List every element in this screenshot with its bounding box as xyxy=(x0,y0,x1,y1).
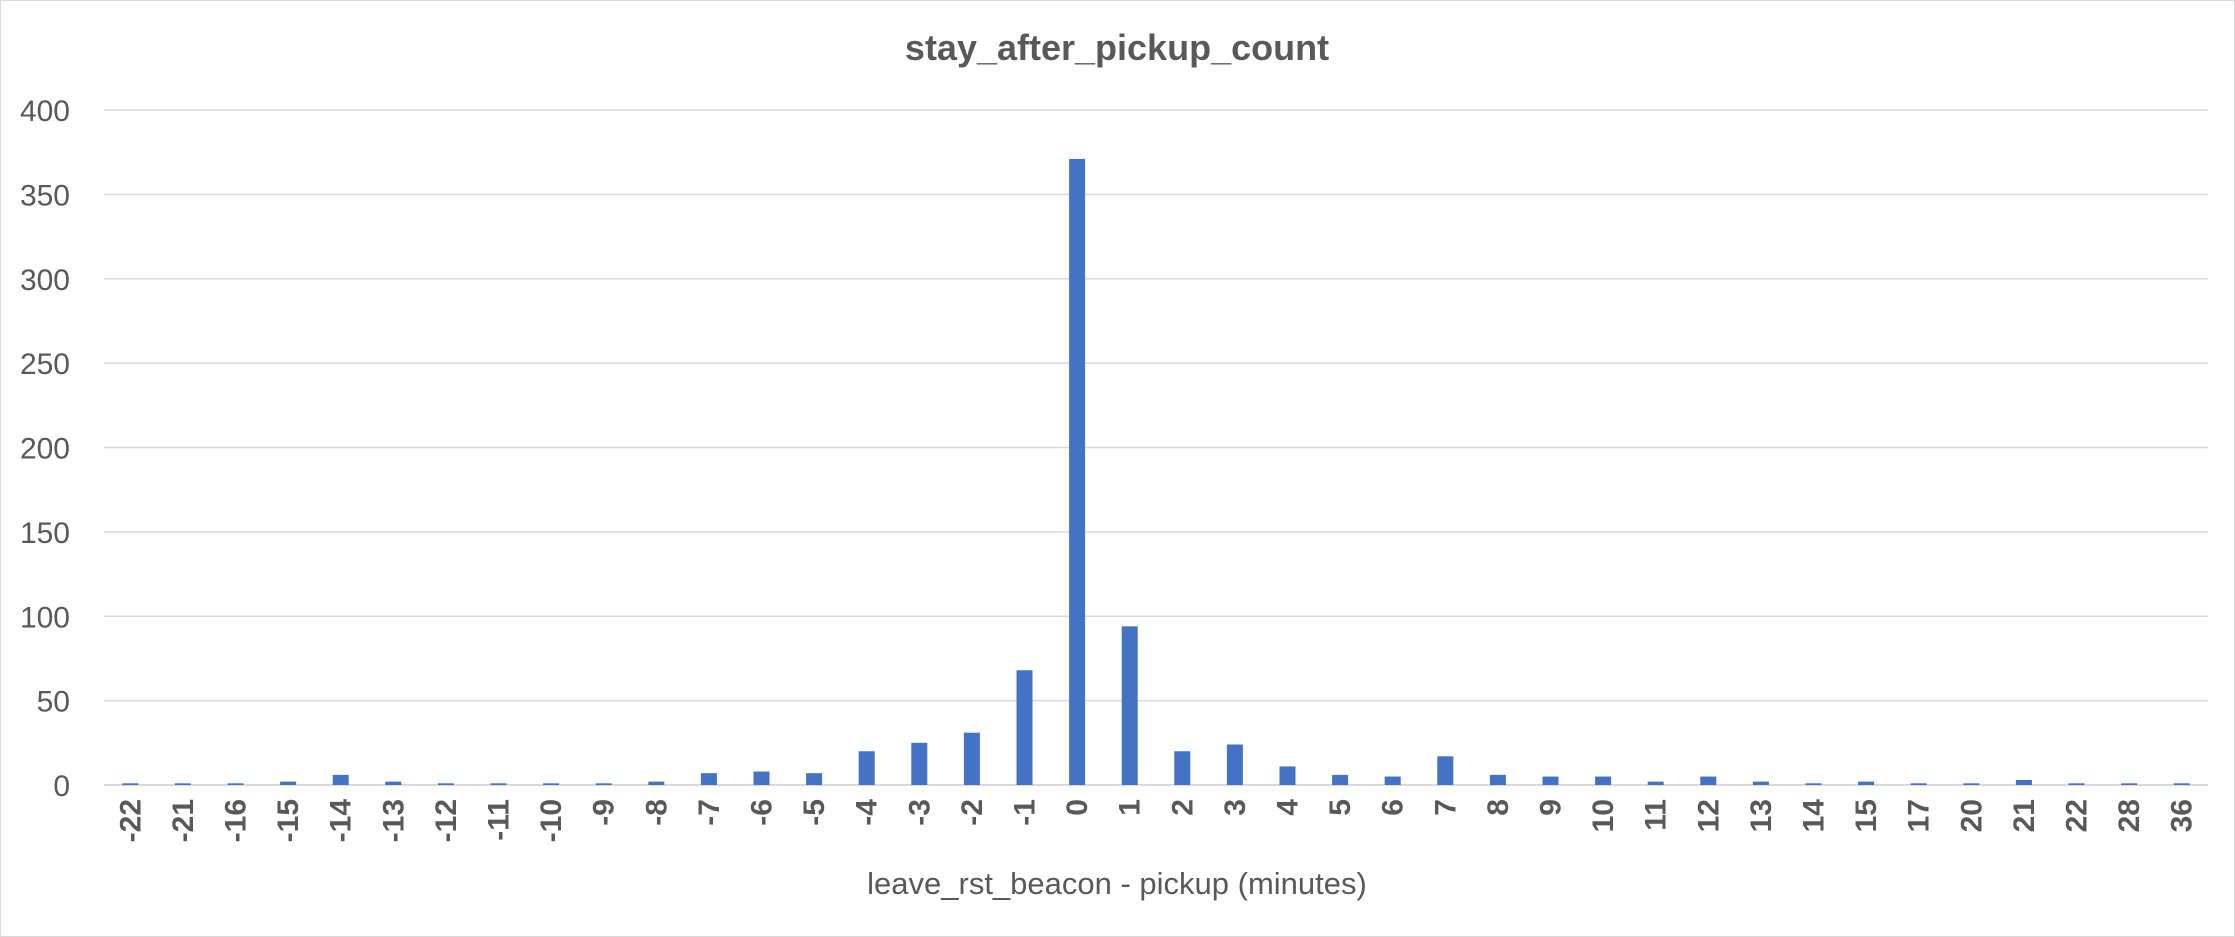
bar xyxy=(437,783,454,785)
y-tick-label: 350 xyxy=(20,179,70,212)
bar xyxy=(1069,158,1086,785)
bar xyxy=(2173,783,2190,785)
x-tick-label: 8 xyxy=(1482,799,1515,816)
x-tick-label: 22 xyxy=(2061,799,2094,832)
x-axis-ticks: -22 -21 -16 -15 -14 -13 -12 -11 -10 -9 -8 -7 -6 -5 -4-… xyxy=(114,799,2198,843)
bar xyxy=(1437,756,1454,785)
bar xyxy=(1384,776,1401,785)
bar xyxy=(1489,774,1506,785)
bar xyxy=(1752,781,1769,785)
x-tick-label: 10 xyxy=(1587,799,1620,832)
bar xyxy=(753,771,770,785)
bar xyxy=(1805,783,1822,785)
x-tick-label: -14 xyxy=(325,799,358,843)
bar xyxy=(1174,751,1191,785)
bar xyxy=(1279,766,1296,785)
x-tick-label: 13 xyxy=(1745,799,1778,832)
y-tick-label: 150 xyxy=(20,517,70,550)
bar xyxy=(1910,783,1927,785)
bar xyxy=(1963,783,1980,785)
y-tick-label: 50 xyxy=(37,686,70,719)
bar xyxy=(385,781,402,785)
x-tick-label: 7 xyxy=(1429,799,1462,816)
x-tick-label: 11 xyxy=(1640,799,1673,831)
x-tick-label: -1 xyxy=(1009,799,1042,826)
bar xyxy=(2121,783,2138,785)
x-tick-label: -7 xyxy=(693,799,726,826)
x-tick-label: 20 xyxy=(1955,799,1988,832)
bar xyxy=(1016,670,1033,785)
x-tick-label: 12 xyxy=(1692,799,1725,832)
bar xyxy=(1121,626,1138,785)
bar xyxy=(1858,781,1875,785)
bar xyxy=(963,732,980,785)
x-tick-label: 28 xyxy=(2113,799,2146,832)
x-tick-label: -12 xyxy=(430,799,463,842)
x-tick-label: -22 xyxy=(114,799,147,842)
bar xyxy=(648,781,665,785)
x-tick-label: 9 xyxy=(1535,799,1568,816)
y-tick-label: 0 xyxy=(53,770,70,803)
x-tick-label: -11 xyxy=(483,799,516,841)
x-tick-label: -4 xyxy=(851,799,884,826)
bar xyxy=(122,783,139,785)
bar xyxy=(911,742,928,785)
bar xyxy=(2068,783,2085,785)
bar xyxy=(1647,781,1664,785)
bar xyxy=(332,774,349,785)
bar xyxy=(2015,779,2032,785)
bar xyxy=(174,783,191,785)
bar xyxy=(858,751,875,785)
x-tick-label: 15 xyxy=(1850,799,1883,832)
x-tick-label: -15 xyxy=(272,799,305,842)
x-tick-label: 4 xyxy=(1272,799,1305,816)
y-tick-label: 400 xyxy=(20,95,70,128)
x-tick-label: 3 xyxy=(1219,799,1252,816)
x-tick-label: -2 xyxy=(956,799,989,826)
x-tick-label: 5 xyxy=(1324,799,1357,816)
bar xyxy=(1332,774,1349,785)
bar xyxy=(280,781,297,785)
bar-series xyxy=(122,158,2190,785)
x-axis-title: leave_rst_beacon - pickup (minutes) xyxy=(867,866,1367,901)
x-tick-label: -5 xyxy=(798,799,831,826)
bar xyxy=(806,773,823,785)
x-tick-label: -3 xyxy=(903,799,936,826)
bar xyxy=(1700,776,1717,785)
bar xyxy=(595,783,612,785)
x-tick-label: -13 xyxy=(377,799,410,842)
x-tick-label: -21 xyxy=(167,799,200,842)
x-tick-label: 36 xyxy=(2166,799,2199,832)
x-tick-label: 1 xyxy=(1114,799,1147,816)
x-tick-label: -10 xyxy=(535,799,568,842)
x-tick-label: 0 xyxy=(1061,799,1094,816)
bar xyxy=(1542,776,1559,785)
y-tick-label: 250 xyxy=(20,348,70,381)
y-tick-label: 200 xyxy=(20,433,70,466)
y-axis-ticks: 0 50 100 150 200 250 300 350 400 xyxy=(20,95,70,803)
x-tick-label: 2 xyxy=(1166,799,1199,816)
x-tick-label: 14 xyxy=(1798,799,1831,833)
x-tick-label: -16 xyxy=(220,799,253,842)
bar xyxy=(227,783,244,785)
x-tick-label: -6 xyxy=(746,799,779,826)
bar xyxy=(490,783,507,785)
gridlines xyxy=(104,109,2208,786)
bar xyxy=(1226,744,1243,785)
x-tick-label: 21 xyxy=(2008,799,2041,832)
chart-title: stay_after_pickup_count xyxy=(905,27,1329,68)
y-tick-label: 100 xyxy=(20,601,70,634)
y-tick-label: 300 xyxy=(20,264,70,297)
bar xyxy=(1595,776,1612,785)
x-tick-label: -8 xyxy=(640,799,673,826)
bar xyxy=(543,783,560,785)
x-tick-label: 6 xyxy=(1377,799,1410,816)
x-tick-label: 17 xyxy=(1903,799,1936,832)
bar xyxy=(700,773,717,785)
x-tick-label: -9 xyxy=(588,799,621,826)
